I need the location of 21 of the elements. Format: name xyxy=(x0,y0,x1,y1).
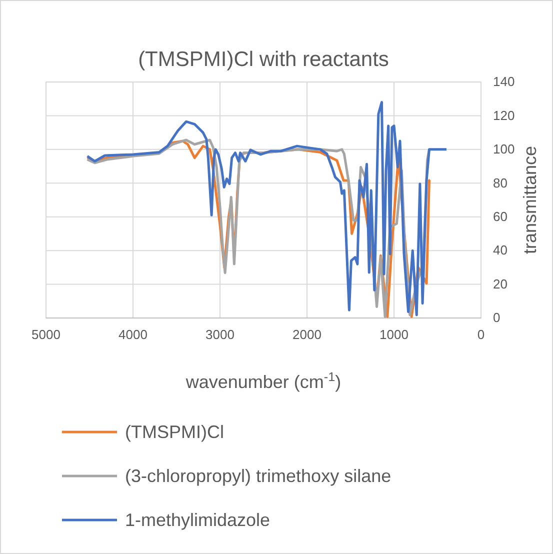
y-tick-label: 60 xyxy=(493,209,508,224)
y-tick-label: 120 xyxy=(493,108,515,123)
y-tick-label: 40 xyxy=(493,242,508,258)
y-tick-label: 80 xyxy=(493,175,508,190)
y-tick-label: 20 xyxy=(493,276,508,292)
y-tick-label: 140 xyxy=(493,74,515,90)
x-tick-label: 2000 xyxy=(292,327,322,342)
x-tick-label: 0 xyxy=(477,327,485,342)
line-series xyxy=(86,100,448,316)
x-tick-label: 5000 xyxy=(32,327,60,342)
y-axis-title: transmittance xyxy=(520,146,540,254)
x-tick-label: 4000 xyxy=(118,327,148,342)
legend-label: (3-chloropropyl) trimethoxy silane xyxy=(125,466,392,486)
x-axis-title: wavenumber (cm$^{-1}$) xyxy=(184,370,342,392)
legend-label: 1-methylimidazole xyxy=(125,510,270,530)
chart-title: (TMSPMI)Cl with reactants xyxy=(138,48,389,71)
x-tick-label: 3000 xyxy=(206,327,234,342)
y-tick-label: 0 xyxy=(493,310,500,326)
y-tick-label: 100 xyxy=(493,142,515,157)
legend-label: (TMSPMI)Cl xyxy=(125,422,224,442)
x-tick-label: 1000 xyxy=(380,327,408,342)
